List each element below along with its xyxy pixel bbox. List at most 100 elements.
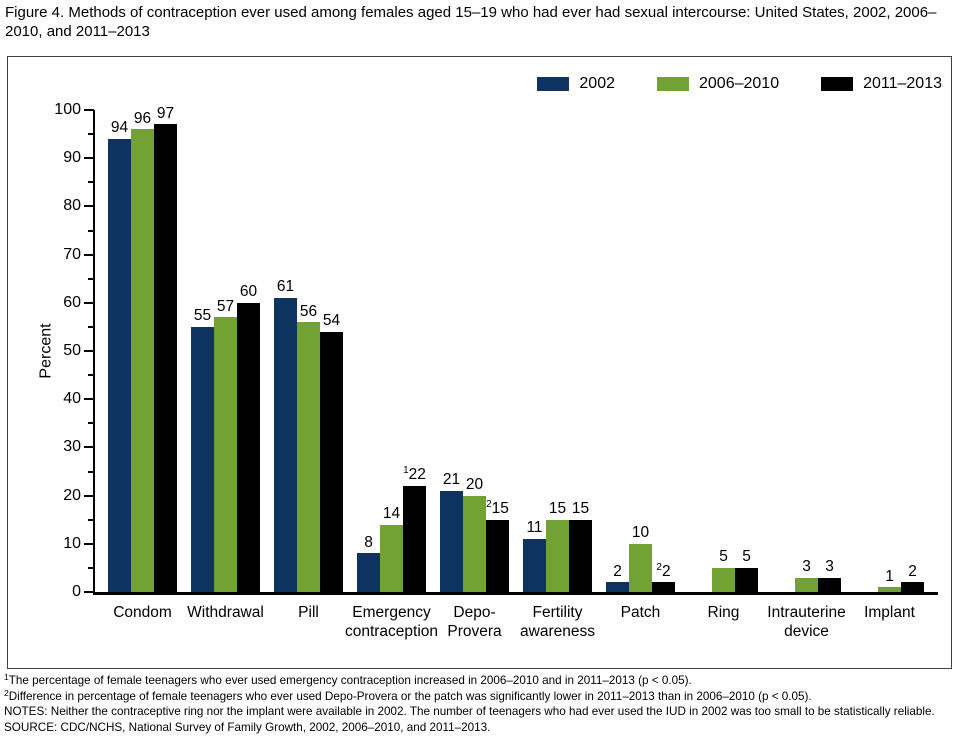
bar (712, 567, 735, 592)
value-label: 15 (548, 500, 567, 518)
value-label: 5 (742, 548, 751, 566)
y-tick (88, 422, 94, 425)
value-label: 8 (364, 533, 373, 551)
legend-item-2006-2010: 2006–2010 (657, 75, 779, 93)
figure-title: Figure 4. Methods of contraception ever … (5, 4, 937, 40)
y-tick (84, 301, 94, 304)
value-label: 2 (908, 562, 917, 580)
bar (818, 577, 841, 592)
value-label: 61 (276, 278, 295, 296)
y-tick (88, 181, 94, 184)
footnote-1-sup: 1 (4, 672, 9, 682)
y-tick (84, 446, 94, 449)
y-tick (88, 518, 94, 521)
y-tick (88, 566, 94, 569)
category-label: Withdrawal (187, 604, 264, 621)
y-tick-label: 20 (63, 486, 81, 504)
y-tick-label: 40 (63, 390, 81, 408)
category-label: Fertility awareness (520, 604, 595, 640)
legend-label-2011-2013: 2011–2013 (863, 75, 942, 92)
y-tick (84, 109, 94, 111)
value-label: 215 (486, 499, 509, 518)
y-tick-label: 90 (63, 149, 81, 167)
legend-swatch-2002 (537, 77, 570, 91)
legend: 2002 2006–2010 2011–2013 (537, 75, 942, 93)
footnote-2-text: Difference in percentage of female teena… (8, 689, 812, 703)
y-tick-label: 60 (63, 293, 81, 311)
bar (523, 538, 546, 592)
value-label: 122 (403, 465, 426, 484)
bar (878, 587, 901, 592)
value-label: 57 (216, 297, 235, 315)
value-label: 3 (825, 558, 834, 576)
value-label: 97 (156, 104, 175, 122)
y-tick-label: 70 (63, 245, 81, 263)
value-label: 11 (526, 519, 543, 537)
value-label: 2 (613, 562, 622, 580)
bar (191, 326, 214, 592)
bar (274, 297, 297, 592)
value-label: 5 (719, 548, 728, 566)
category-label: Pill (298, 604, 319, 621)
legend-label-2002: 2002 (579, 75, 615, 92)
y-tick (88, 133, 94, 136)
bar (901, 582, 924, 592)
bar (380, 524, 403, 592)
y-tick (84, 157, 94, 160)
chart-frame: 2002 2006–2010 2011–2013 Percent 0 10 20 30… (7, 56, 952, 669)
value-label: 94 (110, 119, 129, 137)
footnote-1: 1The percentage of female teenagers who … (4, 673, 956, 689)
y-tick-label: 80 (63, 197, 81, 215)
bar (108, 138, 131, 592)
y-tick (84, 350, 94, 352)
bar (403, 485, 426, 592)
value-label: 10 (631, 524, 650, 542)
bar (320, 331, 343, 592)
footnote-source-text: SOURCE: CDC/NCHS, National Survey of Fam… (4, 720, 491, 734)
y-tick (88, 229, 94, 232)
footnote-2-sup: 2 (4, 687, 9, 698)
bar (154, 124, 177, 592)
y-tick-label: 10 (63, 534, 81, 552)
value-label: 21 (442, 471, 461, 489)
value-label: 15 (571, 500, 590, 518)
value-label: 54 (322, 312, 341, 330)
bar (629, 543, 652, 592)
category-label: Depo- Provera (447, 604, 502, 640)
y-tick-label: 50 (63, 342, 81, 359)
y-tick (88, 374, 94, 377)
category-label: Patch (620, 604, 661, 621)
bar (440, 490, 463, 592)
y-tick (84, 494, 94, 497)
bar (131, 129, 154, 592)
value-label: 20 (465, 476, 484, 494)
y-tick (84, 542, 94, 545)
bar (486, 519, 509, 592)
footnotes: 1The percentage of female teenagers who … (4, 673, 956, 735)
footnote-source: SOURCE: CDC/NCHS, National Survey of Fam… (4, 720, 956, 736)
bar (569, 519, 592, 592)
y-tick (84, 205, 94, 208)
plot-area: Percent 0 10 20 30 40 50 60 70 80 90 100 94 96 97 Cond… (38, 102, 938, 640)
category-label: Implant (864, 604, 915, 621)
y-tick (88, 277, 94, 280)
bar (237, 302, 260, 592)
legend-item-2002: 2002 (537, 75, 615, 93)
bar (795, 577, 818, 592)
value-label: 14 (382, 505, 401, 523)
legend-label-2006-2010: 2006–2010 (699, 75, 780, 92)
y-tick (84, 253, 94, 256)
y-tick (84, 398, 94, 401)
legend-swatch-2011-2013 (821, 77, 854, 91)
category-label: Intrauterine device (767, 604, 846, 640)
y-tick-label: 100 (54, 101, 81, 118)
y-tick-label: 0 (72, 583, 81, 600)
legend-item-2011-2013: 2011–2013 (821, 75, 942, 93)
value-label: 96 (133, 109, 152, 127)
footnote-2: 2Difference in percentage of female teen… (4, 687, 956, 705)
footnote-1-text: The percentage of female teenagers who e… (8, 674, 692, 687)
footnote-notes-text: NOTES: Neither the contraceptive ring no… (4, 705, 935, 719)
bar (214, 317, 237, 592)
category-label: Ring (707, 604, 740, 621)
bar (357, 553, 380, 592)
